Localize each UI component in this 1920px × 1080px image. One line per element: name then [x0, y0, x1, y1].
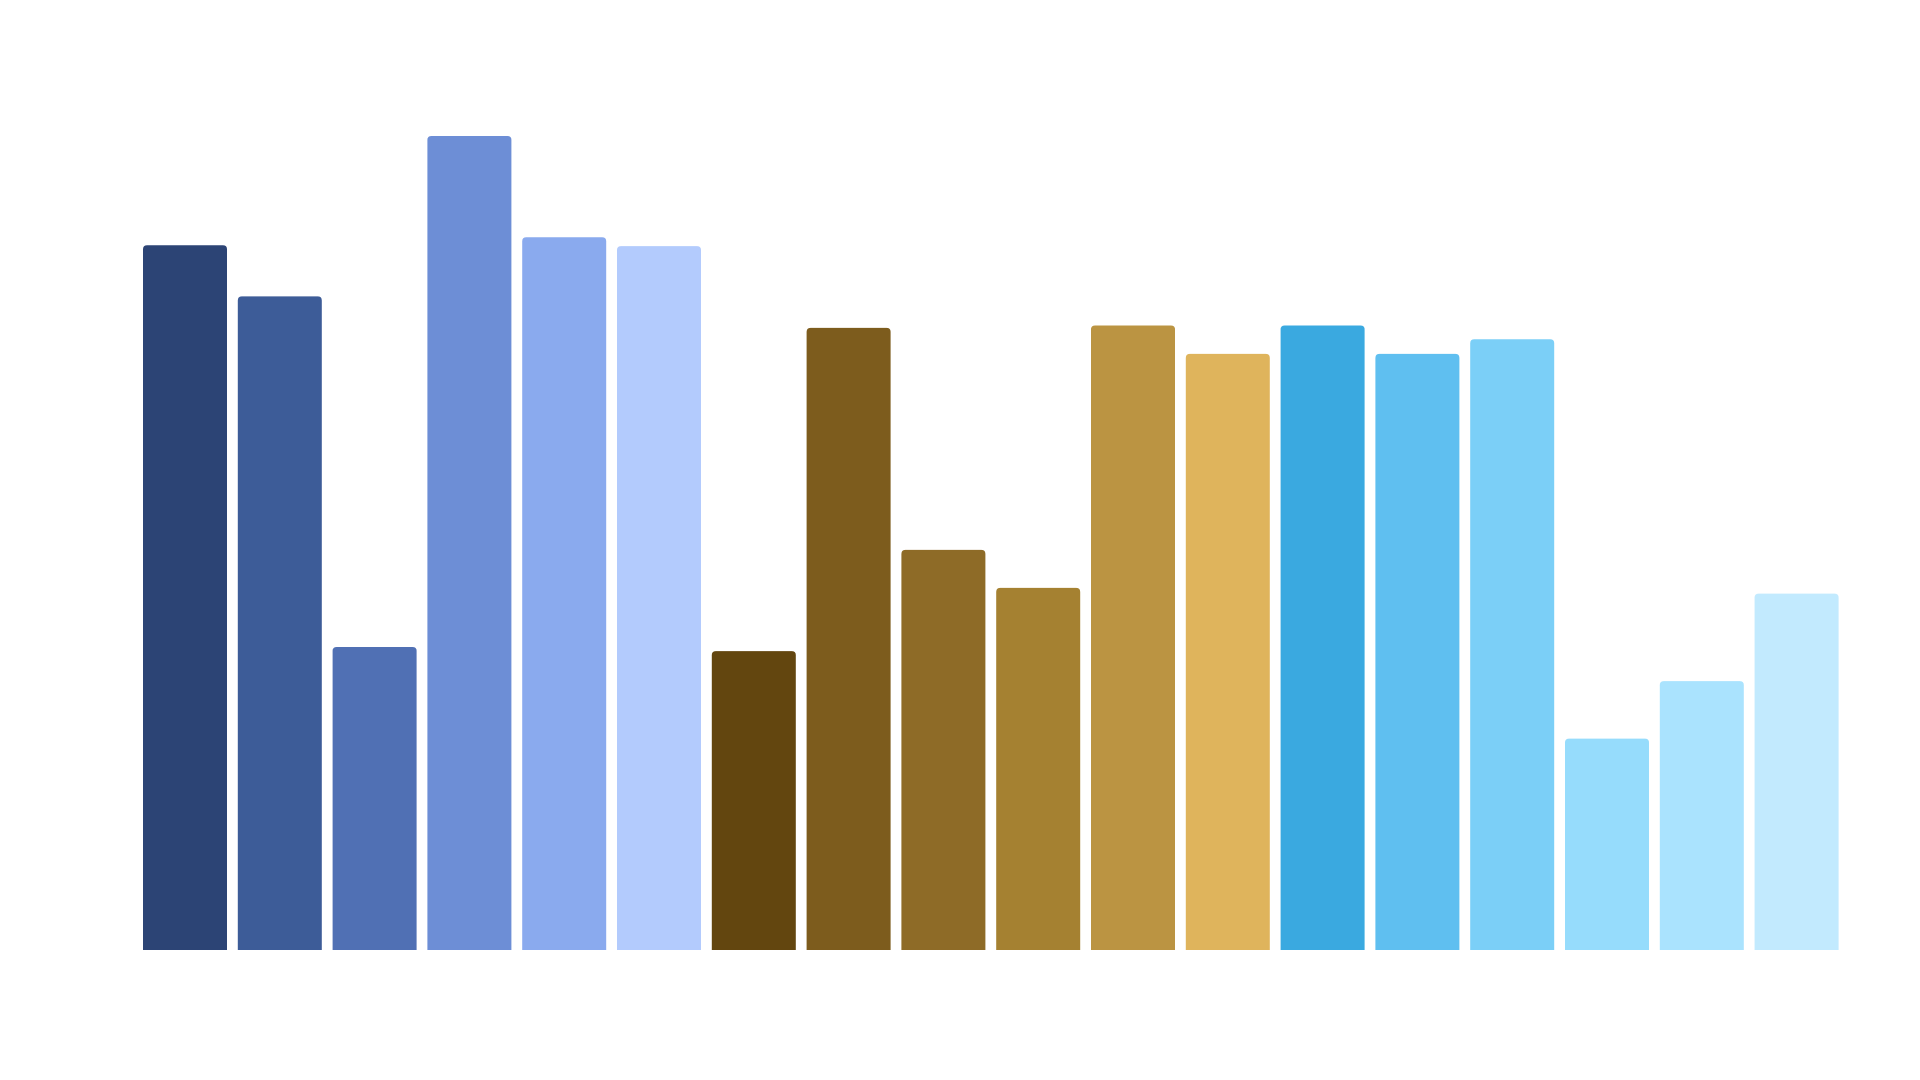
- bar-1: [143, 245, 227, 951]
- bar-12: [1185, 353, 1270, 951]
- bar-5: [522, 237, 607, 950]
- bar-11: [1091, 325, 1175, 950]
- bars-group: [143, 135, 1839, 951]
- bar-13: [1280, 325, 1365, 950]
- bar-7: [711, 651, 796, 950]
- bar-8: [806, 327, 891, 950]
- bar-2: [237, 296, 322, 951]
- bar-17: [1659, 681, 1744, 950]
- bar-16: [1565, 738, 1649, 950]
- bar-14: [1375, 353, 1460, 951]
- bar-10: [996, 587, 1081, 950]
- bar-9: [901, 549, 986, 950]
- bar-15: [1470, 339, 1555, 950]
- bar-18: [1754, 593, 1839, 950]
- bar-4: [427, 135, 512, 950]
- bar-6: [617, 246, 701, 951]
- bar-3: [332, 647, 417, 950]
